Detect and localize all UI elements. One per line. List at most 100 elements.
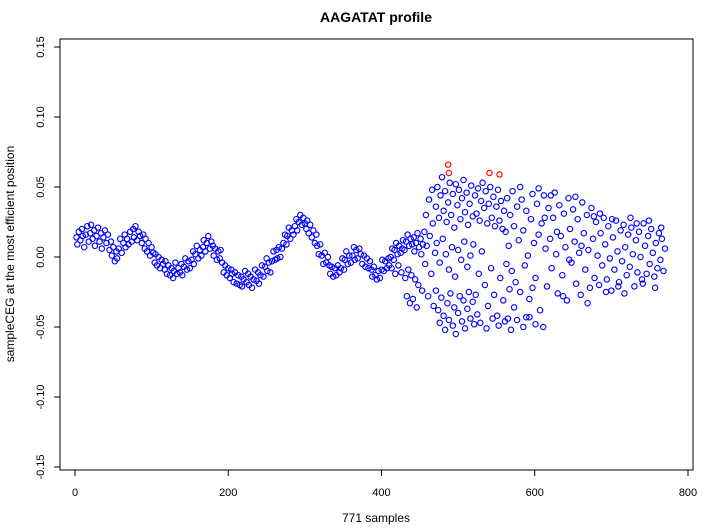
data-point-samples <box>483 220 491 227</box>
data-point-samples <box>583 211 591 219</box>
data-point-samples <box>575 249 583 257</box>
data-point-samples <box>485 200 493 208</box>
data-point-samples <box>429 220 437 227</box>
data-point-samples <box>407 235 414 243</box>
data-point-samples <box>635 228 643 236</box>
data-point-samples <box>611 266 618 273</box>
data-point-samples <box>460 176 467 184</box>
data-point-samples <box>441 326 449 334</box>
data-point-samples <box>639 280 647 287</box>
data-point-samples <box>491 222 499 230</box>
data-point-samples <box>321 249 329 257</box>
data-point-samples <box>448 243 456 251</box>
data-point-samples <box>512 278 519 286</box>
data-point-samples <box>267 269 274 276</box>
data-point-samples <box>445 316 453 324</box>
data-point-samples <box>451 273 459 280</box>
data-point-samples <box>484 302 492 310</box>
data-point-samples <box>467 182 475 189</box>
data-point-samples <box>458 194 466 202</box>
data-point-samples <box>464 305 471 313</box>
x-tick-label: 200 <box>219 487 237 499</box>
data-point-samples <box>500 207 508 215</box>
data-point-samples <box>603 276 611 283</box>
data-point-samples <box>340 266 348 273</box>
data-point-samples <box>633 220 640 227</box>
data-point-samples <box>402 274 409 282</box>
data-point-samples <box>278 245 286 252</box>
data-point-samples <box>580 229 588 237</box>
data-point-samples <box>481 281 489 289</box>
data-point-samples <box>437 192 444 199</box>
data-point-samples <box>457 215 464 223</box>
data-point-samples <box>108 252 116 259</box>
data-point-samples <box>403 292 411 300</box>
data-point-samples <box>449 322 457 329</box>
data-point-samples <box>78 225 86 233</box>
data-point-samples <box>434 183 441 191</box>
data-point-samples <box>158 256 165 264</box>
data-point-samples <box>337 264 345 272</box>
data-point-samples <box>556 201 563 209</box>
data-point-samples <box>414 229 421 237</box>
data-points-layer <box>73 161 669 338</box>
data-point-samples <box>343 248 350 255</box>
data-point-samples <box>457 256 465 264</box>
data-point-samples <box>93 232 100 240</box>
data-point-samples <box>444 299 451 307</box>
data-point-samples <box>552 250 560 258</box>
data-point-samples <box>432 203 440 210</box>
data-point-samples <box>451 304 458 311</box>
data-point-samples <box>434 306 442 314</box>
data-point-samples <box>87 221 95 229</box>
data-point-samples <box>172 259 179 266</box>
data-point-samples <box>148 243 155 251</box>
data-point-samples <box>202 248 209 255</box>
data-point-samples <box>504 315 512 322</box>
data-point-samples <box>303 217 311 224</box>
data-point-samples <box>287 235 294 243</box>
x-tick-label: 0 <box>72 487 78 499</box>
data-point-samples <box>391 246 398 254</box>
data-point-samples <box>443 218 450 226</box>
data-point-samples <box>469 213 476 220</box>
data-point-samples <box>644 232 652 240</box>
data-point-samples <box>113 255 121 262</box>
data-point-samples <box>308 234 316 241</box>
data-point-samples <box>649 249 657 257</box>
data-point-samples <box>413 304 420 311</box>
data-point-samples <box>143 248 151 255</box>
data-point-samples <box>425 196 433 203</box>
y-axis-label: sampleCEG at the most efficient position <box>3 146 17 363</box>
data-point-samples <box>655 229 663 237</box>
data-point-samples <box>489 315 496 322</box>
data-point-samples <box>461 238 468 245</box>
data-point-samples <box>408 271 415 279</box>
data-point-samples <box>399 236 407 244</box>
data-point-samples <box>424 292 432 300</box>
data-point-samples <box>412 239 420 247</box>
data-point-samples <box>608 215 616 223</box>
data-point-samples <box>628 224 635 231</box>
data-point-samples <box>132 222 139 230</box>
data-point-samples <box>574 215 581 223</box>
data-point-samples <box>493 203 500 210</box>
data-point-samples <box>621 290 628 297</box>
data-point-samples <box>268 257 276 265</box>
data-point-samples <box>470 241 477 248</box>
data-point-samples <box>275 243 283 251</box>
data-point-samples <box>260 273 267 280</box>
data-point-samples <box>395 262 402 269</box>
data-point-samples <box>473 210 480 217</box>
data-point-samples <box>238 283 246 290</box>
data-point-samples <box>634 269 641 276</box>
data-point-samples <box>305 229 312 237</box>
data-point-samples <box>577 291 584 299</box>
data-point-samples <box>328 263 335 271</box>
data-point-samples <box>559 292 567 300</box>
data-point-samples <box>623 271 630 279</box>
data-point-samples <box>409 295 417 303</box>
data-point-samples <box>494 186 502 194</box>
data-point-samples <box>101 227 109 234</box>
